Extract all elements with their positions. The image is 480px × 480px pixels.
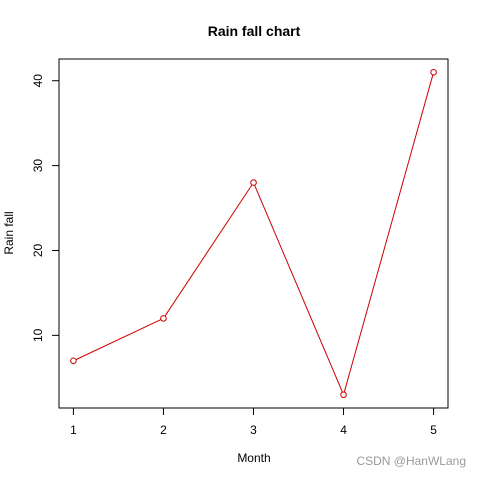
series-line-segment: [75, 319, 162, 361]
series-line-segment: [343, 74, 434, 393]
series-line-segment: [254, 184, 343, 393]
x-axis-label: Month: [237, 451, 270, 465]
x-tick-label: 2: [160, 423, 167, 437]
y-axis: 10 20 30 40: [31, 74, 60, 342]
data-point: [250, 179, 257, 186]
chart-title: Rain fall chart: [208, 23, 301, 39]
y-tick-label: 10: [31, 328, 45, 342]
x-tick-label: 1: [70, 423, 77, 437]
y-axis-label: Rain fall: [2, 211, 16, 254]
series-line-segment: [164, 184, 253, 317]
data-point: [430, 68, 437, 76]
series-group: [70, 68, 437, 399]
y-tick-label: 20: [31, 243, 45, 257]
x-tick-label: 4: [340, 423, 347, 437]
data-point: [160, 315, 167, 322]
x-axis: 1 2 3 4 5: [70, 407, 437, 437]
y-tick-label: 30: [31, 159, 45, 173]
data-point: [340, 391, 347, 399]
x-tick-label: 3: [250, 423, 257, 437]
plot-area-frame: [58, 58, 449, 409]
data-point: [70, 357, 77, 365]
watermark: CSDN @HanWLang: [356, 454, 466, 468]
y-tick-label: 40: [31, 74, 45, 88]
x-tick-label: 5: [430, 423, 437, 437]
